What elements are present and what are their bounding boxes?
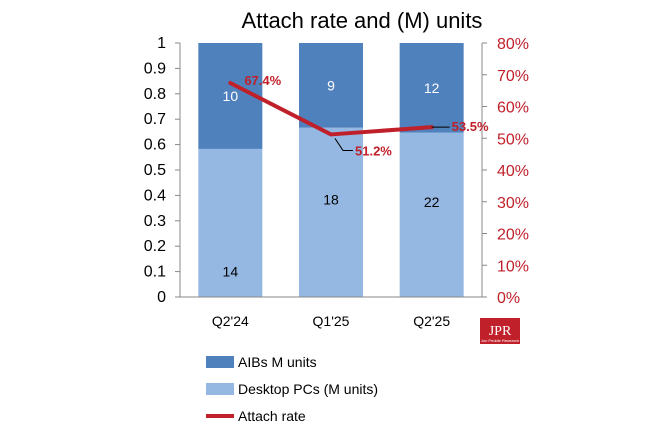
bar-aib: [399, 43, 464, 133]
jpr-logo-subtitle: Jon Peddie Research: [481, 338, 519, 343]
left-tick-label: 0.8: [144, 86, 166, 103]
left-tick-label: 0.9: [144, 60, 166, 77]
right-tick-label: 10%: [497, 258, 529, 275]
right-tick-label: 0%: [497, 290, 520, 307]
category-label: Q2'24: [212, 313, 249, 329]
category-labels: Q2'24 Q1'25 Q2'25: [212, 313, 450, 329]
legend-swatch: [206, 356, 234, 368]
right-tick-label: 60%: [497, 100, 529, 117]
bar-desktop: [399, 132, 464, 297]
right-axis: 0% 10% 20% 30% 40% 50% 60% 70% 80%: [482, 36, 529, 307]
category-label: Q1'25: [313, 313, 350, 329]
left-tick-label: 0.3: [144, 213, 166, 230]
left-tick-label: 0.2: [144, 238, 166, 255]
bars: [198, 43, 464, 297]
right-tick-label: 30%: [497, 195, 529, 212]
bar-desktop: [299, 127, 363, 297]
right-tick-label: 50%: [497, 131, 529, 148]
left-tick-label: 0.4: [144, 187, 166, 204]
chart-title: Attach rate and (M) units: [242, 8, 483, 33]
right-tick-label: 70%: [497, 68, 529, 85]
category-label: Q2'25: [413, 313, 450, 329]
legend: AIBs M units Desktop PCs (M units) Attach …: [206, 354, 378, 424]
left-tick-label: 0.5: [144, 162, 166, 179]
attach-rate-label: 67.4%: [244, 73, 281, 88]
bar-label-desktop: 14: [223, 264, 239, 280]
legend-entry: Desktop PCs (M units): [238, 381, 378, 397]
attach-rate-polyline: [228, 81, 434, 137]
bar-label-aib: 9: [327, 77, 335, 93]
legend-swatch: [206, 383, 234, 395]
right-tick-label: 80%: [497, 36, 529, 53]
bar-aib: [299, 43, 363, 128]
bar-labels: 14 10 18 9 22 12: [223, 77, 440, 279]
attach-rate-line: [228, 81, 434, 137]
bar-label-aib: 12: [424, 80, 440, 96]
bar-desktop: [198, 148, 263, 297]
right-tick-label: 20%: [497, 227, 529, 244]
left-tick-label: 0.1: [144, 264, 166, 281]
jpr-logo: JPR Jon Peddie Research: [480, 318, 520, 344]
attach-rate-label: 51.2%: [355, 143, 392, 158]
bar-label-aib: 10: [223, 88, 239, 104]
jpr-logo-text: JPR: [489, 324, 512, 339]
attach-rate-leader: [334, 138, 353, 151]
legend-entry: AIBs M units: [238, 354, 317, 370]
left-axis: 0 0.1 0.2 0.3 0.4 0.5 0.6 0.7 0.8 0.9 1: [144, 35, 180, 306]
bar-label-desktop: 18: [323, 192, 339, 208]
left-tick-label: 0.6: [144, 137, 166, 154]
left-tick-label: 0: [157, 289, 166, 306]
legend-entry: Attach rate: [238, 408, 306, 424]
attach-rate-labels: 67.4% 51.2% 53.5%: [244, 73, 489, 158]
bar-label-desktop: 22: [424, 194, 440, 210]
attach-rate-label: 53.5%: [452, 119, 489, 134]
left-tick-label: 0.7: [144, 111, 166, 128]
left-tick-label: 1: [157, 35, 166, 52]
right-tick-label: 40%: [497, 163, 529, 180]
jpr-logo-box: [480, 318, 520, 344]
axis-lines: [179, 43, 483, 298]
